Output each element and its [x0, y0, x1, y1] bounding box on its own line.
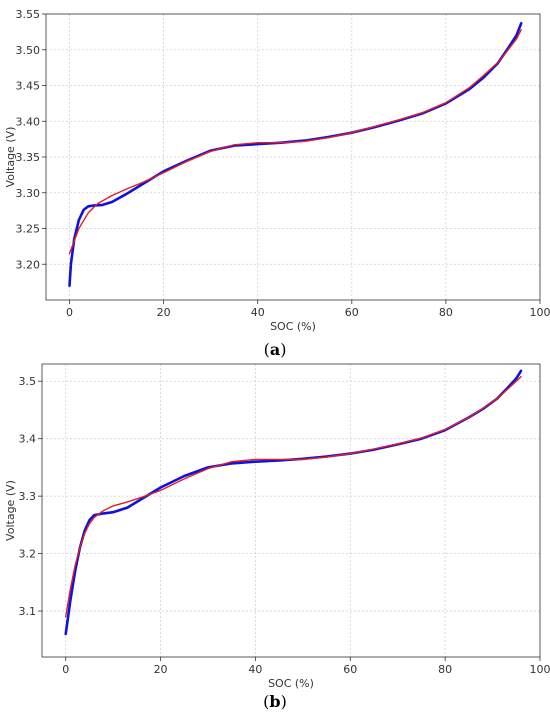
y-tick-label: 3.25	[16, 223, 41, 236]
y-tick-label: 3.5	[19, 375, 37, 388]
x-tick-label: 40	[251, 306, 265, 319]
panel-b-caption: (b)	[263, 692, 287, 711]
x-tick-label: 100	[530, 663, 550, 676]
y-axis-label: Voltage (V)	[4, 480, 17, 541]
x-tick-label: 60	[345, 306, 359, 319]
plot-frame	[41, 363, 541, 658]
y-tick-label: 3.40	[16, 115, 41, 128]
y-axis-label: Voltage (V)	[4, 127, 17, 188]
y-tick-label: 3.45	[16, 80, 41, 93]
plot-frame	[45, 13, 541, 301]
y-tick-label: 3.2	[19, 548, 37, 561]
chart-a-svg: 0 20 40 60 80 100 3.20 3.25 3.30 3.35 3.40 3.45 3.50…	[4, 8, 550, 333]
y-tick-label: 3.30	[16, 187, 41, 200]
panel-a-caption: (a)	[263, 340, 287, 359]
x-tick-label: 40	[248, 663, 262, 676]
chart-panel-a: 0 20 40 60 80 100 3.20 3.25 3.30 3.35 3.40 3.45 3.50…	[4, 8, 550, 359]
x-axis-label: SOC (%)	[268, 677, 314, 690]
series-line-red	[68, 29, 522, 255]
x-tick-label: 0	[66, 306, 73, 319]
y-tick-label: 3.3	[19, 490, 37, 503]
y-tick-label: 3.50	[16, 44, 41, 57]
y-tick-label: 3.1	[19, 605, 37, 618]
y-tick-label: 3.4	[19, 433, 37, 446]
series-line-blue	[68, 22, 523, 287]
x-tick-label: 20	[157, 306, 171, 319]
x-tick-label: 60	[343, 663, 357, 676]
y-tick-label: 3.55	[16, 8, 41, 21]
y-tick-label: 3.20	[16, 258, 41, 271]
chart-b-svg: 0 20 40 60 80 100 3.1 3.2 3.3 3.4 3.5 SOC (%) Voltag…	[4, 363, 550, 690]
series-line-blue	[64, 369, 523, 636]
x-tick-label: 80	[438, 663, 452, 676]
panel-a-label: a	[269, 340, 281, 359]
y-tick-label: 3.35	[16, 151, 41, 164]
x-tick-label: 100	[530, 306, 550, 319]
chart-panel-b: 0 20 40 60 80 100 3.1 3.2 3.3 3.4 3.5 SOC (%) Voltag…	[0, 362, 550, 722]
series-line-red	[65, 375, 522, 618]
x-tick-label: 80	[439, 306, 453, 319]
panel-b-label: b	[269, 692, 281, 711]
x-tick-label: 20	[154, 663, 168, 676]
x-axis-label: SOC (%)	[270, 320, 316, 333]
x-tick-label: 0	[62, 663, 69, 676]
